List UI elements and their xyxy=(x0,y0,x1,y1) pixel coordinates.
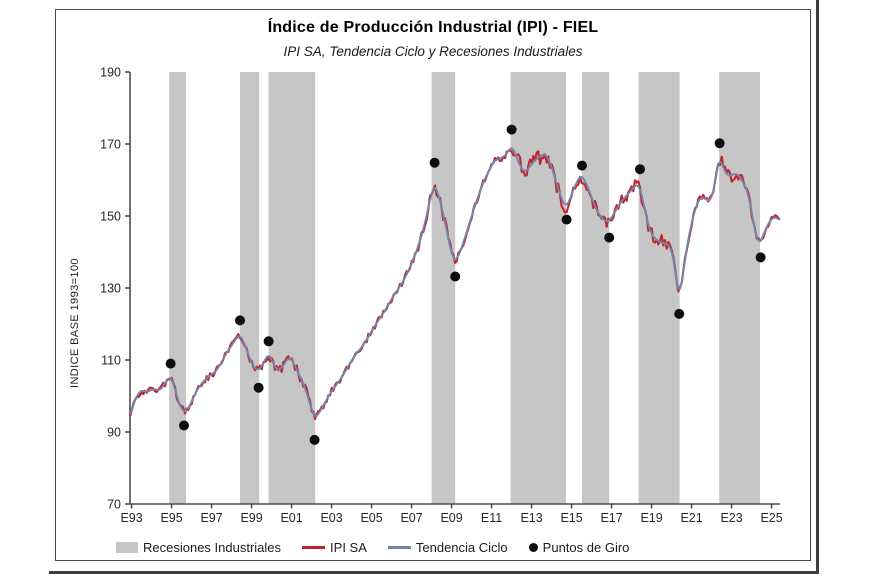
x-tick-label: E23 xyxy=(720,511,742,525)
x-tick-label: E97 xyxy=(200,511,222,525)
turning-point-dot xyxy=(506,124,517,135)
legend-item-recesiones: Recesiones Industriales xyxy=(116,540,281,555)
recession-band xyxy=(582,72,610,504)
turning-point-dot xyxy=(755,252,766,263)
x-tick-label: E09 xyxy=(440,511,462,525)
red-line-swatch xyxy=(302,546,326,549)
chart-subtitle: IPI SA, Tendencia Ciclo y Recesiones Ind… xyxy=(283,44,583,59)
x-tick-label: E25 xyxy=(760,511,782,525)
recession-band xyxy=(510,72,566,504)
legend-label: IPI SA xyxy=(330,540,367,555)
x-tick-label: E01 xyxy=(280,511,302,525)
turning-point-dot xyxy=(235,315,245,326)
recession-band xyxy=(169,72,186,504)
y-tick-label: 130 xyxy=(100,282,121,296)
x-tick-label: E99 xyxy=(240,511,262,525)
y-tick-label: 150 xyxy=(100,210,121,224)
turning-point-dot xyxy=(450,271,461,282)
x-tick-label: E93 xyxy=(120,511,142,525)
axes-group xyxy=(125,71,780,509)
blue-line-swatch xyxy=(387,546,411,549)
legend-item-tendencia: Tendencia Ciclo xyxy=(387,540,508,555)
recession-band xyxy=(431,72,456,504)
turning-point-dot xyxy=(165,358,176,369)
turning-point-dot xyxy=(309,434,320,445)
x-tick-label: E95 xyxy=(160,511,182,525)
y-tick-label: 190 xyxy=(100,66,121,80)
x-tick-label: E17 xyxy=(600,511,622,525)
recession-band-swatch xyxy=(116,542,138,553)
tendencia-ciclo-line xyxy=(129,147,781,417)
legend-item-puntos-de-giro: Puntos de Giro xyxy=(528,540,630,555)
turning-point-dot xyxy=(577,160,587,171)
recession-bands-group xyxy=(169,72,760,504)
turning-point-dot xyxy=(635,164,645,175)
turning-point-dot xyxy=(714,138,725,149)
recession-band xyxy=(268,72,316,504)
y-tick-label: 110 xyxy=(101,354,121,368)
turning-point-dot xyxy=(561,214,572,225)
tick-labels-group: 70 90 110 130 150 170 190 E93 E95 E97 E99 E01 E03 E05… xyxy=(100,66,783,526)
chart-legend: Recesiones Industriales IPI SA Tendencia… xyxy=(116,540,629,555)
turning-point-dot xyxy=(253,382,264,393)
turning-point-dot xyxy=(263,336,274,347)
x-tick-label: E13 xyxy=(520,511,542,525)
turning-point-dot xyxy=(429,157,440,168)
recession-band xyxy=(240,72,260,504)
turning-point-dot xyxy=(604,232,615,243)
x-tick-label: E03 xyxy=(320,511,342,525)
recession-band xyxy=(719,72,760,504)
page-edge-line-vertical xyxy=(816,0,819,574)
legend-item-ipi-sa: IPI SA xyxy=(302,540,367,555)
turning-point-dot xyxy=(674,308,685,319)
x-tick-label: E07 xyxy=(400,511,422,525)
page-edge-line-horizontal xyxy=(49,571,819,574)
x-tick-label: E15 xyxy=(560,511,582,525)
y-tick-label: 170 xyxy=(100,138,121,152)
x-tick-label: E11 xyxy=(481,511,502,525)
x-tick-label: E05 xyxy=(360,511,382,525)
y-tick-label: 70 xyxy=(107,498,121,512)
legend-label: Puntos de Giro xyxy=(542,540,630,555)
legend-label: Recesiones Industriales xyxy=(143,540,282,555)
y-tick-label: 90 xyxy=(107,426,121,440)
legend-label: Tendencia Ciclo xyxy=(415,540,508,555)
x-tick-label: E19 xyxy=(640,511,662,525)
turning-points-group xyxy=(165,124,766,445)
chart-title: Índice de Producción Industrial (IPI) - … xyxy=(267,19,599,36)
x-tick-label: E21 xyxy=(680,511,702,525)
turning-point-dot xyxy=(179,420,189,431)
recession-band xyxy=(638,72,680,504)
black-dot-swatch xyxy=(528,543,538,552)
